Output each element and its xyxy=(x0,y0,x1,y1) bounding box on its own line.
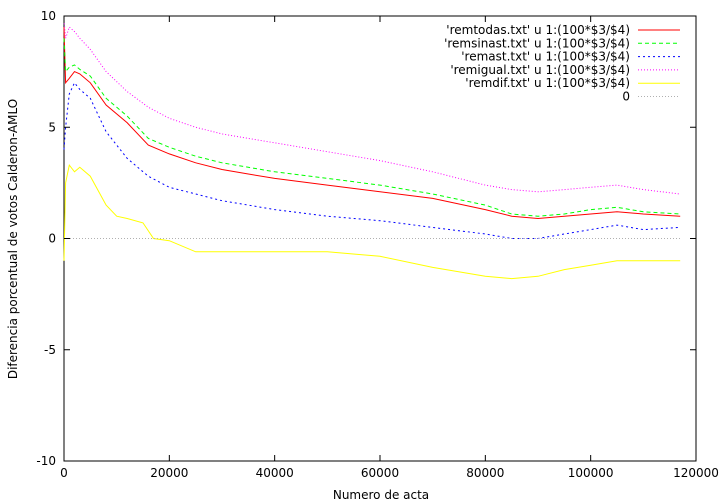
series-line-1 xyxy=(63,27,681,220)
x-tick-label: 80000 xyxy=(466,466,504,480)
series-line-4 xyxy=(63,20,681,195)
legend-label: 'remast.txt' u 1:(100*$3/$4) xyxy=(461,50,630,64)
y-tick-label: 10 xyxy=(41,9,56,23)
y-tick-label: 0 xyxy=(48,232,56,246)
x-axis: 0 20000 40000 60000 80000 100000 120000 xyxy=(60,16,719,480)
x-tick-label: 40000 xyxy=(256,466,294,480)
x-tick-label: 120000 xyxy=(673,466,719,480)
y-axis-label: Diferencia porcentual de votos Calderon-… xyxy=(6,99,20,379)
series-line-3 xyxy=(63,81,681,239)
legend: 'remtodas.txt' u 1:(100*$3/$4)'remsinast… xyxy=(444,23,680,104)
series-line-2 xyxy=(63,38,681,217)
legend-label: 'remigual.txt' u 1:(100*$3/$4) xyxy=(450,63,630,77)
x-tick-label: 20000 xyxy=(150,466,188,480)
series-line-5 xyxy=(63,163,681,280)
x-tick-label: 60000 xyxy=(361,466,399,480)
legend-label: 'remdif.txt' u 1:(100*$3/$4) xyxy=(465,76,630,90)
y-tick-label: -5 xyxy=(44,343,56,357)
y-tick-label: -10 xyxy=(36,454,56,468)
y-tick-label: 5 xyxy=(48,120,56,134)
x-tick-label: 100000 xyxy=(568,466,614,480)
legend-label: 0 xyxy=(622,90,630,104)
y-axis: -10 -5 0 5 10 xyxy=(36,9,696,468)
x-axis-label: Numero de acta xyxy=(333,488,429,502)
legend-label: 'remsinast.txt' u 1:(100*$3/$4) xyxy=(444,36,630,50)
x-tick-label: 0 xyxy=(60,466,68,480)
legend-label: 'remtodas.txt' u 1:(100*$3/$4) xyxy=(446,23,630,37)
